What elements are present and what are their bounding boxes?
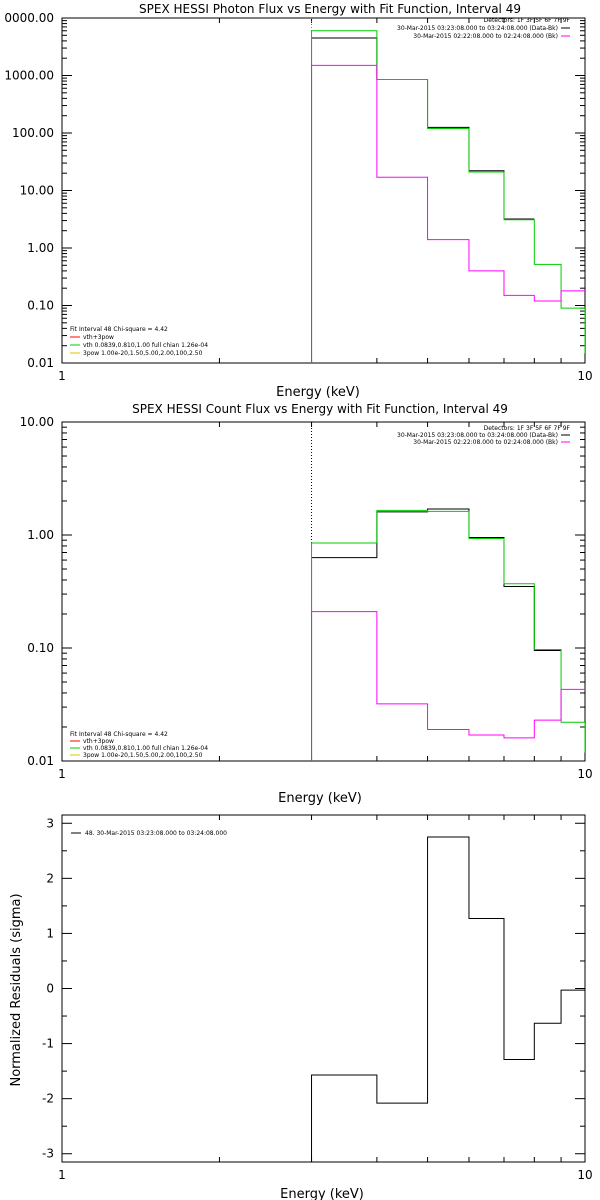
count-flux-y-tick-label: 1.00 — [27, 528, 54, 542]
residuals-x-tick-label: 1 — [58, 1168, 66, 1182]
photon-flux-legend-total-label: vth+3pow — [83, 334, 114, 341]
residuals-y-tick-label: 0 — [46, 982, 54, 996]
count-flux-detectors-label: Detectors: 1F 3F 5F 6F 7F 9F — [484, 425, 571, 432]
photon-flux-title: SPEX HESSI Photon Flux vs Energy with Fi… — [139, 2, 521, 16]
photon-flux-y-tick-label: 10.00 — [20, 184, 54, 198]
photon-flux-series-fit — [311, 30, 585, 363]
count-flux-y-tick-label: 0.01 — [27, 754, 54, 768]
count-flux-x-tick-label: 1 — [58, 767, 66, 781]
residuals-y-tick-label: 1 — [46, 926, 54, 940]
count-flux-x-axis-label: Energy (keV) — [278, 791, 362, 806]
residuals-legend-label: 48. 30-Mar-2015 03:23:08.000 to 03:24:08… — [85, 830, 227, 837]
photon-flux-y-tick-label: 0000.00 — [4, 11, 54, 25]
photon-flux-detectors-label: Detectors: 1F 3F 5F 6F 7F 9F — [484, 17, 571, 24]
count-flux-fit-interval-label: Fit Interval 48 Chi-square = 4.42 — [70, 731, 168, 738]
photon-flux-y-tick-label: 1.00 — [27, 241, 54, 255]
photon-flux-x-tick-label: 1 — [58, 369, 66, 383]
count-flux-y-tick-label: 0.10 — [27, 641, 54, 655]
count-flux-panel: SPEX HESSI Count Flux vs Energy with Fit… — [20, 402, 593, 806]
photon-flux-panel: SPEX HESSI Photon Flux vs Energy with Fi… — [4, 2, 592, 400]
residuals-y-tick-label: 3 — [46, 816, 54, 830]
count-flux-y-tick-label: 10.00 — [20, 415, 54, 429]
residuals-x-axis-label: Energy (keV) — [280, 1187, 364, 1200]
photon-flux-x-axis-label: Energy (keV) — [276, 385, 360, 400]
photon-flux-legend-upper: Detectors: 1F 3F 5F 6F 7F 9F 30-Mar-2015… — [397, 17, 571, 40]
photon-flux-x-tick-label: 10 — [577, 369, 592, 383]
residuals-x-tick-label: 10 — [577, 1168, 592, 1182]
photon-flux-series-bk — [311, 64, 585, 363]
photon-flux-frame — [61, 17, 586, 364]
photon-flux-series-data-bk — [311, 37, 535, 363]
count-flux-series-fit — [311, 509, 585, 761]
photon-flux-legend-data-label: 30-Mar-2015 03:23:08.000 to 03:24:08.000… — [397, 25, 558, 32]
residuals-panel: 1 10 -3 -2 -1 0 1 2 3 Energy (keV) Normalized Re… — [9, 814, 593, 1200]
count-flux-legend-total-label: vth+3pow — [83, 738, 114, 745]
residuals-plot: 1 10 -3 -2 -1 0 1 2 3 — [42, 814, 593, 1182]
count-flux-plot: 1 10 0.01 0.10 1.00 10.00 — [20, 415, 593, 781]
count-flux-legend-lower: Fit Interval 48 Chi-square = 4.42 vth+3p… — [70, 731, 208, 759]
count-flux-frame — [61, 421, 586, 762]
residuals-y-tick-label: -1 — [42, 1037, 54, 1051]
count-flux-series-bk — [311, 611, 585, 761]
photon-flux-y-tick-label: 100.00 — [12, 126, 54, 140]
residuals-series-residual — [311, 836, 585, 1162]
count-flux-legend-vth-label: vth 0.0839,0.810,1.00 full chian 1.26e-0… — [83, 745, 208, 752]
residuals-legend: 48. 30-Mar-2015 03:23:08.000 to 03:24:08… — [71, 830, 227, 837]
residuals-frame — [61, 814, 586, 1163]
photon-flux-y-tick-label: 0.10 — [27, 299, 54, 313]
count-flux-legend-pow-label: 3pow 1.00e-20,1.50,5.00,2.00,100,2.50 — [83, 752, 203, 759]
residuals-y-tick-label: 2 — [46, 871, 54, 885]
count-flux-x-tick-label: 10 — [577, 767, 592, 781]
residuals-y-tick-label: -2 — [42, 1092, 54, 1106]
count-flux-legend-bk-label: 30-Mar-2015 02:22:08.000 to 02:24:08.000… — [413, 439, 558, 446]
residuals-y-axis-label: Normalized Residuals (sigma) — [9, 893, 24, 1086]
photon-flux-legend-lower: Fit Interval 48 Chi-square = 4.42 vth+3p… — [70, 326, 208, 357]
residuals-y-tick-label: -3 — [42, 1147, 54, 1161]
count-flux-legend-upper: Detectors: 1F 3F 5F 6F 7F 9F 30-Mar-2015… — [397, 425, 571, 446]
photon-flux-y-tick-label: 0.01 — [27, 356, 54, 370]
count-flux-series-data-bk — [311, 508, 562, 761]
photon-flux-plot: 1 10 0.01 0.10 1.00 10.00 100.00 1000.00 0000.00 — [4, 11, 592, 383]
photon-flux-y-tick-label: 1000.00 — [4, 69, 54, 83]
photon-flux-legend-bk-label: 30-Mar-2015 02:22:08.000 to 02:24:08.000… — [413, 33, 558, 40]
count-flux-title: SPEX HESSI Count Flux vs Energy with Fit… — [132, 402, 508, 416]
photon-flux-legend-pow-label: 3pow 1.00e-20,1.50,5.00,2.00,100,2.50 — [83, 350, 203, 357]
photon-flux-legend-vth-label: vth 0.0839,0.810,1.00 full chian 1.26e-0… — [83, 342, 208, 349]
count-flux-legend-data-label: 30-Mar-2015 03:23:08.000 to 03:24:08.000… — [397, 432, 558, 439]
photon-flux-fit-interval-label: Fit Interval 48 Chi-square = 4.42 — [70, 326, 168, 333]
